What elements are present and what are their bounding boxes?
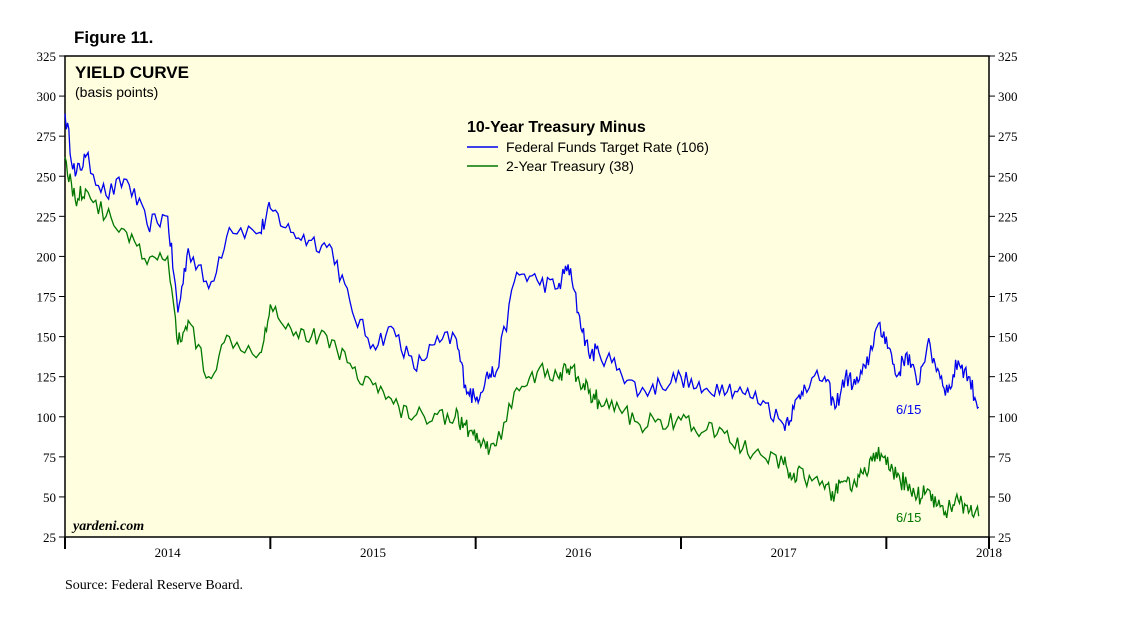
chart-subtitle: (basis points) [75,84,158,100]
y-tick-label-right: 100 [998,410,1018,425]
x-tick-label: 2018 [976,545,1002,560]
y-tick-label-left: 125 [37,370,57,385]
y-tick-label-right: 275 [998,129,1018,144]
y-tick-label-right: 325 [998,49,1018,64]
x-tick-label: 2014 [155,545,182,560]
y-tick-label-left: 100 [37,410,57,425]
y-tick-label-left: 200 [37,249,57,264]
legend: 10-Year Treasury Minus Federal Funds Tar… [467,119,709,174]
legend-title: 10-Year Treasury Minus [467,119,646,136]
y-tick-label-right: 75 [998,450,1011,465]
y-axis-left: 25 50 75 100 125 150 175 200 225 250 275 300 325 [37,49,65,545]
y-tick-label-left: 50 [43,490,56,505]
y-tick-label-left: 225 [37,209,57,224]
x-tick-label: 2016 [565,545,592,560]
y-tick-label-left: 150 [37,330,57,345]
series-line-2yr-treasury [64,156,980,519]
y-axis-right: 25 50 75 100 125 150 175 200 225 250 275 300 325 [989,49,1018,545]
y-tick-label-right: 150 [998,330,1018,345]
y-tick-label-left: 175 [37,290,57,305]
y-tick-label-left: 275 [37,129,57,144]
series-layer [64,113,980,519]
end-label-fed-funds: 6/15 [896,402,921,417]
chart-title: YIELD CURVE [75,63,189,82]
series-line-fed-funds [64,113,980,431]
legend-label-fed-funds: Federal Funds Target Rate (106) [506,139,709,155]
y-tick-label-right: 50 [998,490,1011,505]
end-label-2yr: 6/15 [896,510,921,525]
y-tick-label-right: 300 [998,89,1018,104]
legend-label-2yr: 2-Year Treasury (38) [506,158,634,174]
y-tick-label-left: 325 [37,49,57,64]
source-note: Source: Federal Reserve Board. [65,578,244,593]
y-tick-label-right: 250 [998,169,1018,184]
y-tick-label-right: 175 [998,290,1018,305]
y-tick-label-right: 125 [998,370,1018,385]
y-tick-label-left: 300 [37,89,57,104]
y-tick-label-right: 225 [998,209,1018,224]
figure-label: Figure 11. [74,28,154,47]
y-tick-label-left: 250 [37,169,57,184]
y-tick-label-left: 25 [43,530,56,545]
y-tick-label-left: 75 [43,450,56,465]
x-tick-label: 2015 [360,545,386,560]
watermark: yardeni.com [71,519,144,534]
x-tick-label: 2017 [771,545,798,560]
x-axis: 2014 2015 2016 2017 2018 [64,537,1002,560]
y-tick-label-right: 25 [998,530,1011,545]
y-tick-label-right: 200 [998,249,1018,264]
